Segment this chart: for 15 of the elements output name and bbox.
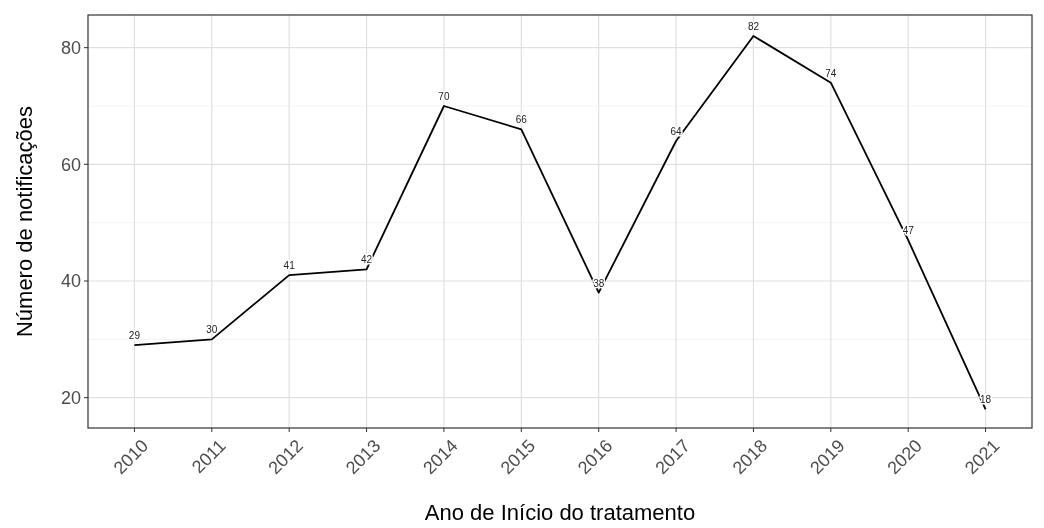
x-axis-title: Ano de Início do tratamento — [424, 500, 696, 525]
data-label: 66 — [515, 114, 528, 126]
y-tick-label: 80 — [60, 37, 81, 58]
data-label: 70 — [438, 91, 450, 102]
data-label: 41 — [283, 260, 296, 272]
y-tick-label: 60 — [60, 154, 81, 175]
y-tick-label: 40 — [60, 271, 81, 292]
y-axis-title: Número de notificações — [12, 105, 37, 338]
data-label: 74 — [825, 67, 837, 79]
data-label: 47 — [902, 225, 915, 237]
data-label: 30 — [206, 324, 218, 336]
data-label: 29 — [128, 330, 141, 342]
y-tick-label: 20 — [60, 387, 81, 408]
data-label: 82 — [747, 21, 760, 32]
data-label: 64 — [670, 126, 683, 137]
